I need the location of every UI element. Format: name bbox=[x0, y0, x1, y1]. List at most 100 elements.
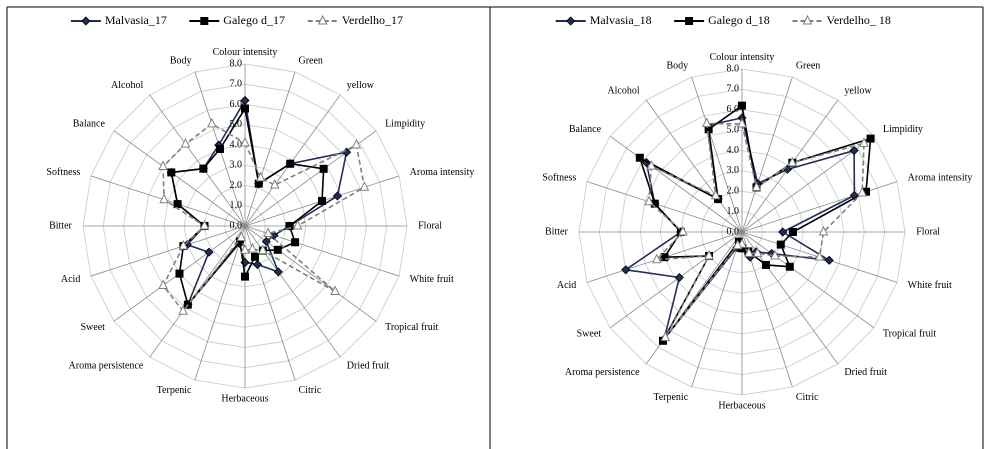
axis-label: Body bbox=[666, 61, 688, 72]
data-point bbox=[732, 239, 743, 250]
axis-label: Alcohol bbox=[111, 80, 143, 91]
spoke bbox=[691, 76, 743, 233]
data-point bbox=[787, 156, 798, 167]
data-point bbox=[291, 238, 300, 247]
data-point bbox=[866, 134, 875, 143]
spoke bbox=[244, 71, 296, 227]
series-line bbox=[638, 104, 872, 342]
spoke bbox=[741, 231, 875, 329]
r-tick-label: 7.0 bbox=[230, 79, 243, 90]
spoke bbox=[149, 225, 246, 358]
spoke bbox=[113, 130, 246, 227]
data-point bbox=[178, 239, 189, 250]
data-point bbox=[286, 159, 295, 168]
data-point bbox=[785, 262, 794, 271]
data-point bbox=[292, 219, 303, 230]
data-point bbox=[158, 160, 168, 170]
data-point bbox=[770, 249, 780, 260]
data-point bbox=[199, 219, 210, 230]
data-point bbox=[252, 259, 263, 270]
axis-label: Floral bbox=[916, 226, 940, 237]
spoke bbox=[609, 135, 743, 233]
data-point bbox=[674, 272, 684, 283]
data-point bbox=[704, 125, 713, 134]
data-point bbox=[814, 251, 825, 261]
legend-label: Galego d_18 bbox=[708, 13, 770, 27]
axis-label: Balance bbox=[569, 124, 602, 135]
data-point bbox=[258, 244, 268, 255]
data-point bbox=[207, 117, 217, 128]
data-point bbox=[175, 269, 184, 278]
axis-label: Sweet bbox=[80, 322, 105, 333]
axis-label: Green bbox=[796, 61, 820, 72]
axis-label: Terpenic bbox=[157, 385, 192, 396]
axis-label: Sweet bbox=[577, 329, 602, 340]
legend-label: Verdelho_17 bbox=[342, 13, 403, 27]
series-line bbox=[162, 122, 366, 313]
data-point bbox=[776, 240, 785, 249]
axis-label: Alcohol bbox=[607, 85, 639, 96]
data-point bbox=[704, 249, 714, 260]
r-tick-label: 2.0 bbox=[230, 180, 243, 191]
data-point bbox=[351, 138, 362, 149]
data-point bbox=[204, 247, 214, 257]
spoke bbox=[149, 94, 246, 227]
data-point bbox=[751, 181, 762, 191]
axis-label: Citric bbox=[299, 385, 322, 396]
spoke bbox=[741, 76, 793, 233]
axis-label: Aroma persistence bbox=[565, 367, 640, 378]
r-tick-label: 1.0 bbox=[727, 206, 740, 217]
axis-label: Colour intensity bbox=[710, 52, 775, 63]
legend-marker bbox=[685, 17, 694, 25]
data-point bbox=[332, 191, 343, 201]
axis-label: Bitter bbox=[545, 226, 568, 237]
data-point bbox=[701, 117, 712, 127]
data-point bbox=[285, 222, 294, 230]
data-point bbox=[273, 267, 283, 277]
legend-marker bbox=[566, 16, 576, 26]
axis-label: Tropical fruit bbox=[883, 329, 936, 340]
data-point bbox=[744, 247, 754, 257]
legend-marker bbox=[200, 17, 209, 25]
data-point bbox=[167, 168, 176, 177]
r-tick-label: 0.0 bbox=[727, 226, 740, 237]
axis-label: Softness bbox=[46, 167, 80, 178]
axis-label: Green bbox=[299, 56, 323, 67]
axis-label: Aroma intensity bbox=[908, 172, 973, 183]
data-point bbox=[660, 331, 671, 341]
r-tick-label: 6.0 bbox=[727, 104, 740, 115]
r-tick-label: 2.0 bbox=[727, 186, 740, 197]
data-point bbox=[235, 237, 244, 246]
axis-label: Terpenic bbox=[653, 392, 688, 403]
spoke bbox=[194, 225, 246, 381]
legend-marker bbox=[802, 14, 813, 25]
r-tick-label: 8.0 bbox=[727, 63, 740, 74]
spoke bbox=[586, 181, 743, 233]
data-point bbox=[646, 160, 657, 170]
data-point bbox=[236, 231, 247, 242]
data-point bbox=[269, 178, 280, 189]
axis-label: yellow bbox=[347, 80, 375, 91]
data-point bbox=[788, 228, 797, 236]
data-point bbox=[240, 95, 250, 106]
data-point bbox=[737, 117, 747, 128]
data-point bbox=[818, 225, 829, 236]
data-point bbox=[241, 104, 249, 113]
data-point bbox=[857, 186, 867, 197]
data-point bbox=[761, 260, 770, 269]
data-point bbox=[710, 189, 721, 200]
axis-label: White fruit bbox=[908, 280, 952, 291]
spoke bbox=[90, 175, 246, 227]
r-tick-label: 5.0 bbox=[727, 124, 740, 135]
legend-label: Verdelho_ 18 bbox=[827, 13, 891, 27]
axis-label: Dried fruit bbox=[844, 367, 887, 378]
axis-label: Acid bbox=[557, 280, 576, 291]
spoke bbox=[691, 231, 743, 388]
data-point bbox=[660, 253, 669, 262]
data-point bbox=[254, 179, 263, 188]
axis-label: Floral bbox=[418, 220, 442, 231]
data-point bbox=[359, 181, 370, 191]
data-point bbox=[241, 272, 249, 281]
data-point bbox=[180, 137, 191, 148]
